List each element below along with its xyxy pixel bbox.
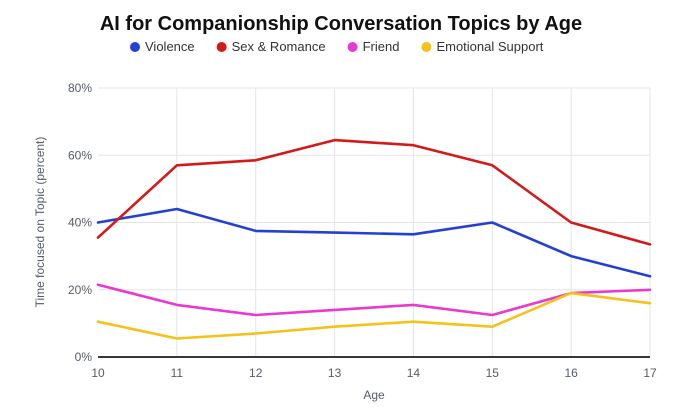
series-line-emotional-support bbox=[96, 291, 652, 340]
x-tick-label: 10 bbox=[91, 366, 105, 380]
y-tick-label: 60% bbox=[68, 148, 92, 162]
x-tick-label: 13 bbox=[328, 366, 342, 380]
x-axis-ticks: 10 11 12 13 14 15 16 17 bbox=[91, 366, 657, 380]
y-axis-ticks: 0% 20% 40% 60% 80% bbox=[68, 81, 92, 364]
x-tick-label: 11 bbox=[171, 366, 184, 380]
x-tick-label: 15 bbox=[486, 366, 500, 380]
chart-title: AI for Companionship Conversation Topics… bbox=[100, 13, 582, 35]
series-line-sex-romance bbox=[96, 138, 652, 246]
x-tick-label: 14 bbox=[407, 366, 421, 380]
y-tick-label: 80% bbox=[68, 81, 92, 95]
x-tick-label: 16 bbox=[564, 366, 578, 380]
legend-label-emotional-support: Emotional Support bbox=[436, 39, 543, 54]
legend-marker-violence bbox=[130, 42, 140, 52]
y-tick-label: 20% bbox=[68, 283, 92, 297]
series-line-friend bbox=[96, 283, 652, 317]
legend: Violence Sex & Romance Friend Emotional Sup… bbox=[130, 39, 544, 54]
y-tick-label: 0% bbox=[75, 350, 93, 364]
legend-marker-sex-romance bbox=[216, 42, 227, 52]
legend-label-friend: Friend bbox=[363, 39, 400, 54]
gridlines bbox=[98, 87, 651, 357]
legend-marker-friend bbox=[347, 42, 358, 52]
x-tick-label: 12 bbox=[249, 366, 263, 380]
legend-marker-emotional-support bbox=[421, 42, 432, 52]
x-axis-label: Age bbox=[363, 388, 385, 402]
series-lines bbox=[96, 138, 652, 340]
x-tick-label: 17 bbox=[643, 366, 657, 380]
legend-label-sex-romance: Sex & Romance bbox=[232, 39, 326, 54]
y-tick-label: 40% bbox=[68, 216, 92, 230]
legend-label-violence: Violence bbox=[145, 39, 195, 54]
series-line-violence bbox=[96, 207, 652, 278]
y-axis-label: Time focused on Topic (percent) bbox=[33, 137, 47, 308]
